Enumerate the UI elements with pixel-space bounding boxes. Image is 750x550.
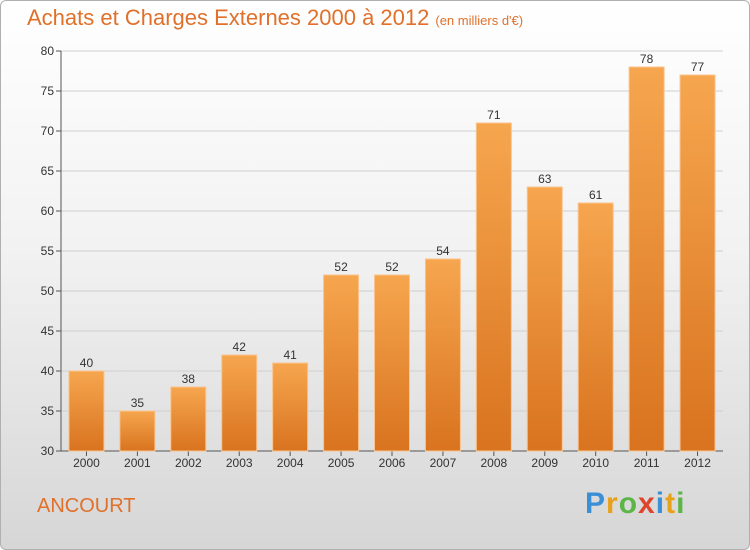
y-tick-label: 50: [41, 284, 55, 298]
logo-letter: P: [585, 487, 607, 520]
data-label: 42: [233, 340, 247, 354]
chart-subtitle: (en milliers d'€): [435, 13, 524, 28]
chart-title: Achats et Charges Externes 2000 à 2012 (e…: [27, 5, 523, 31]
chart-title-text: Achats et Charges Externes 2000 à 2012: [27, 5, 430, 30]
data-label: 52: [385, 260, 399, 274]
x-tick-label: 2003: [226, 456, 253, 470]
bar: [221, 354, 258, 452]
data-label: 77: [691, 60, 705, 74]
bar: [475, 122, 512, 452]
y-tick-label: 35: [41, 404, 55, 418]
commune-name: ANCOURT: [37, 495, 136, 517]
bar: [628, 66, 665, 452]
logo-letter: x: [638, 487, 656, 520]
y-tick-label: 80: [41, 44, 55, 58]
y-tick-label: 40: [41, 364, 55, 378]
y-tick-label: 45: [41, 324, 55, 338]
labels: 30 35 40 45 50 55 60 65 70 75 80 40 2000 35 2001 38 2002…: [41, 44, 712, 470]
bar: [119, 410, 156, 452]
x-tick-label: 2009: [531, 456, 558, 470]
bar: [577, 202, 614, 452]
x-tick-label: 2004: [277, 456, 304, 470]
y-tick-label: 70: [41, 124, 55, 138]
bar: [424, 258, 461, 452]
data-label: 63: [538, 172, 552, 186]
x-tick-label: 2002: [175, 456, 202, 470]
x-tick-label: 2006: [379, 456, 406, 470]
y-tick-label: 75: [41, 84, 55, 98]
data-label: 71: [487, 108, 501, 122]
bar: [526, 186, 563, 452]
data-label: 52: [334, 260, 348, 274]
logo-letter: t: [665, 487, 677, 520]
logo-letter: o: [618, 487, 639, 520]
bar: [374, 274, 410, 452]
logo-letter: r: [606, 487, 619, 520]
x-tick-label: 2000: [73, 456, 100, 470]
data-label: 40: [80, 356, 94, 370]
y-tick-label: 55: [41, 244, 55, 258]
bars: [68, 66, 716, 452]
bar: [323, 274, 360, 452]
data-label: 35: [131, 396, 145, 410]
bar: [68, 370, 105, 452]
bar: [272, 362, 309, 452]
x-tick-label: 2010: [582, 456, 609, 470]
logo-letter: i: [655, 487, 666, 520]
y-tick-label: 30: [41, 444, 55, 458]
y-tick-label: 60: [41, 204, 55, 218]
x-tick-label: 2012: [684, 456, 711, 470]
x-tick-label: 2011: [634, 456, 660, 470]
data-label: 61: [589, 188, 603, 202]
bar: [679, 74, 716, 452]
bar: [170, 386, 207, 452]
data-label: 54: [436, 244, 450, 258]
x-tick-label: 2008: [480, 456, 507, 470]
x-tick-label: 2005: [328, 456, 355, 470]
data-label: 38: [182, 372, 196, 386]
data-label: 78: [640, 52, 654, 66]
proxiti-logo: Proxiti: [585, 487, 685, 521]
x-tick-label: 2001: [124, 456, 151, 470]
x-tick-label: 2007: [430, 456, 457, 470]
logo-letter: i: [676, 487, 686, 520]
data-label: 41: [283, 348, 297, 362]
y-tick-label: 65: [41, 164, 55, 178]
